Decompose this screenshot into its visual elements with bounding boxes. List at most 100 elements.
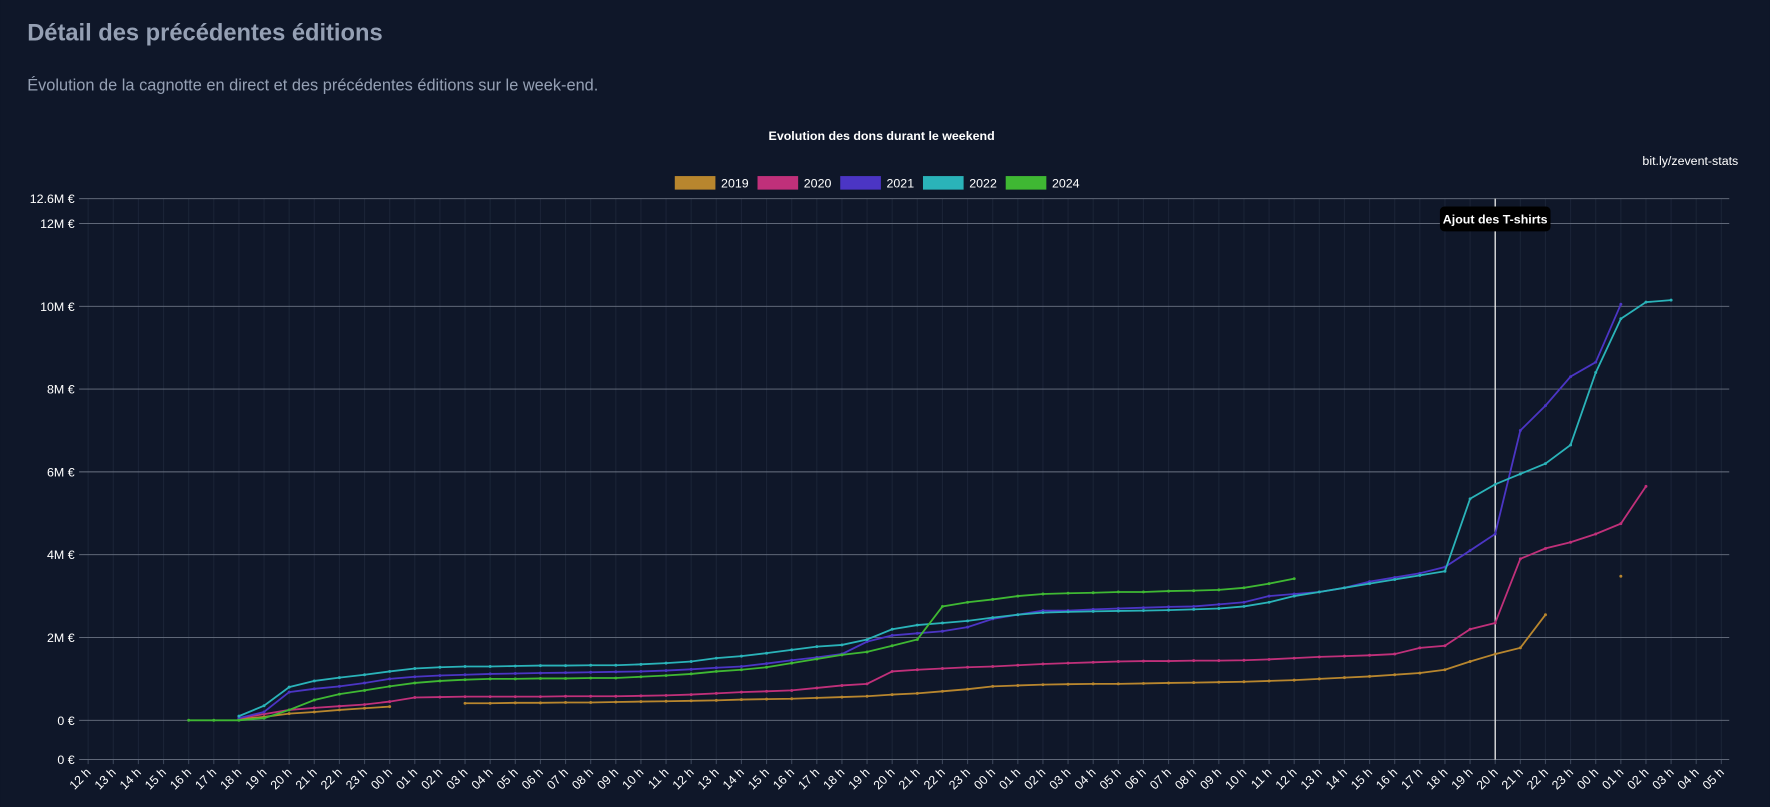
data-point — [337, 692, 341, 696]
data-point — [1393, 578, 1397, 581]
annotation-label: Ajout des T-shirts — [1443, 212, 1548, 226]
data-point — [1493, 482, 1497, 486]
data-point — [363, 688, 367, 692]
data-point — [890, 693, 894, 697]
data-point — [790, 648, 794, 652]
data-point — [337, 684, 341, 688]
data-point — [589, 670, 593, 674]
data-point — [237, 714, 241, 718]
data-point — [388, 705, 392, 709]
data-point — [1066, 610, 1070, 614]
data-point — [1242, 604, 1246, 608]
data-point — [765, 662, 769, 666]
data-point — [765, 651, 769, 655]
data-point — [1116, 682, 1120, 686]
data-point — [1242, 600, 1246, 604]
data-point — [564, 664, 568, 668]
data-point — [1342, 676, 1346, 680]
data-point — [538, 695, 542, 699]
data-point — [664, 674, 668, 678]
data-point — [1317, 655, 1321, 659]
data-point — [312, 706, 316, 710]
data-point — [1518, 646, 1522, 650]
data-point — [890, 627, 894, 631]
data-point — [287, 708, 291, 712]
data-point — [1167, 659, 1171, 663]
data-point — [1091, 682, 1095, 686]
data-point — [413, 675, 417, 679]
data-point — [865, 682, 869, 686]
data-point — [1016, 663, 1020, 667]
data-point — [865, 694, 869, 698]
data-point — [287, 690, 291, 694]
data-point — [1644, 484, 1648, 488]
data-point — [940, 629, 944, 633]
data-point — [564, 694, 568, 698]
y-tick-label: 12M € — [40, 217, 75, 231]
data-point — [739, 664, 743, 668]
data-point — [337, 704, 341, 708]
data-point — [1368, 580, 1372, 584]
data-point — [388, 677, 392, 681]
data-point — [212, 718, 216, 722]
data-point — [1368, 674, 1372, 678]
legend-label: 2019 — [721, 176, 749, 190]
data-point — [1594, 371, 1598, 374]
data-point — [1066, 591, 1070, 595]
data-point — [1167, 589, 1171, 593]
data-point — [664, 669, 668, 673]
data-point — [1091, 591, 1095, 595]
data-point — [413, 681, 417, 685]
data-point — [1594, 532, 1598, 536]
data-point — [438, 665, 442, 669]
data-point — [1443, 569, 1447, 573]
data-point — [664, 699, 668, 703]
data-point — [1393, 673, 1397, 677]
data-point — [513, 664, 517, 668]
data-point — [639, 662, 643, 666]
data-point — [1518, 472, 1522, 476]
data-point — [1569, 540, 1573, 544]
data-point — [1267, 679, 1271, 683]
data-point — [639, 669, 643, 673]
data-point — [1267, 600, 1271, 604]
data-point — [1317, 677, 1321, 681]
data-point — [840, 643, 844, 647]
data-point — [463, 664, 467, 668]
data-point — [966, 665, 970, 669]
y-tick-label: 4M € — [47, 548, 75, 562]
data-point — [488, 672, 492, 676]
data-point — [1569, 375, 1573, 379]
data-point — [639, 694, 643, 698]
data-point — [1192, 681, 1196, 685]
data-point — [1167, 681, 1171, 685]
data-point — [689, 667, 693, 671]
data-point — [1644, 300, 1648, 304]
legend-swatch — [757, 176, 799, 190]
data-point — [1418, 573, 1422, 577]
data-point — [714, 698, 718, 702]
data-point — [312, 710, 316, 714]
data-point — [538, 701, 542, 705]
data-point — [1493, 652, 1497, 656]
data-point — [1217, 607, 1221, 610]
data-point — [1543, 546, 1547, 550]
data-point — [1569, 443, 1573, 447]
data-point — [538, 664, 542, 668]
data-point — [639, 700, 643, 704]
data-point — [538, 676, 542, 680]
data-point — [940, 667, 944, 670]
legend-swatch — [1005, 176, 1047, 190]
data-point — [1619, 522, 1623, 526]
data-point — [564, 676, 568, 680]
data-point — [614, 676, 618, 680]
data-point — [564, 700, 568, 704]
data-point — [664, 693, 668, 697]
data-point — [915, 623, 919, 627]
y-tick-label: 10M € — [40, 300, 75, 314]
data-point — [1016, 684, 1020, 687]
y-tick-label: 0 € — [57, 714, 74, 728]
data-point — [1217, 602, 1221, 606]
data-point — [1619, 317, 1623, 321]
data-point — [1368, 653, 1372, 657]
